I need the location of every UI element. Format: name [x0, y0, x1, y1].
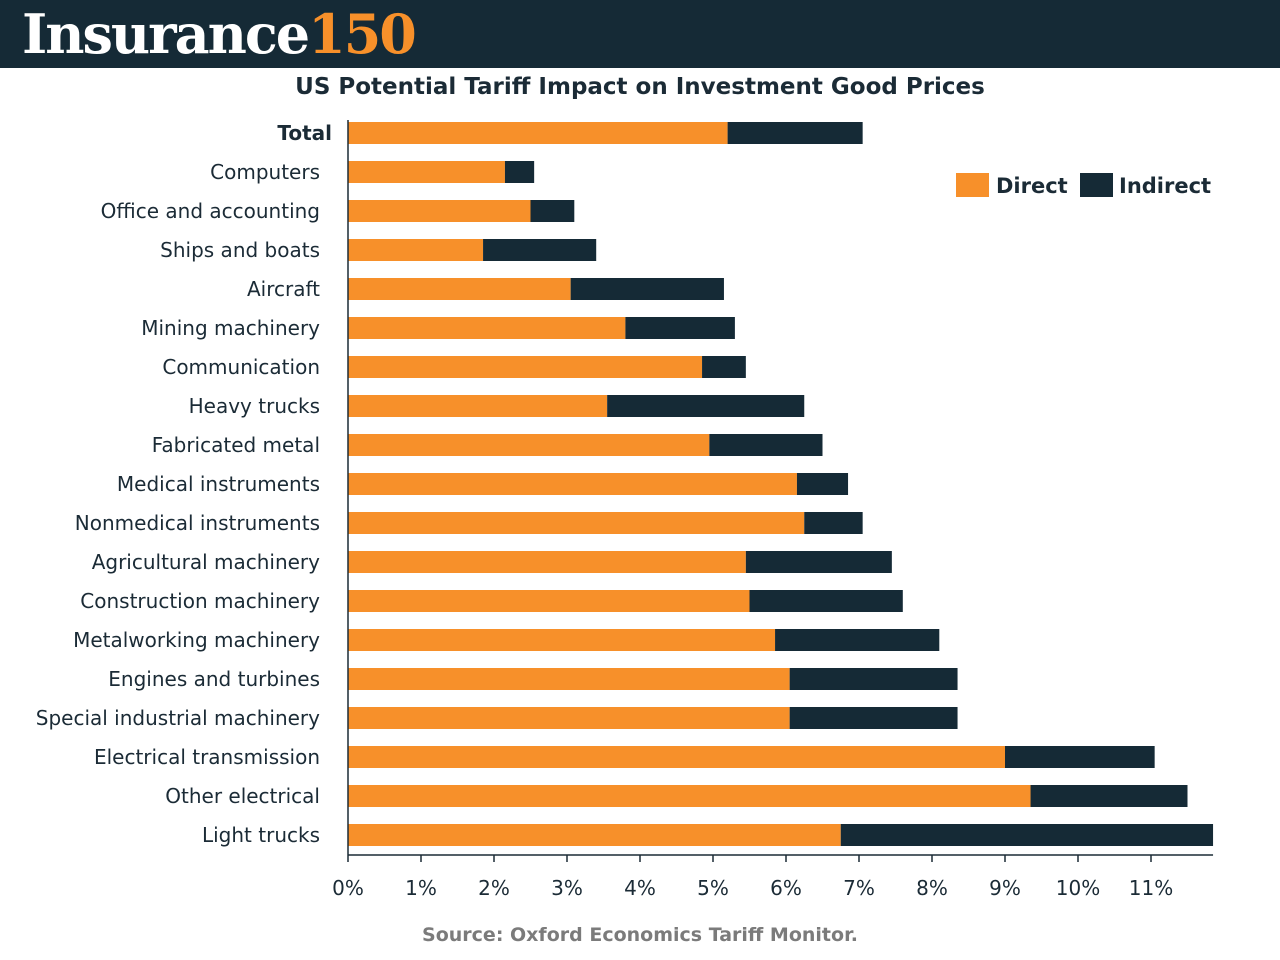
brand-number: 150: [308, 2, 417, 66]
bar-direct-computers: [348, 161, 505, 183]
x-tick-label: 6%: [770, 876, 802, 900]
bar-direct-agricultural-machinery: [348, 551, 746, 573]
bar-direct-special-industrial-machinery: [348, 707, 790, 729]
category-label: Heavy trucks: [189, 394, 320, 418]
bar-direct-medical-instruments: [348, 473, 797, 495]
category-label: Ships and boats: [160, 238, 320, 262]
bar-indirect-electrical-transmission: [1005, 746, 1155, 768]
category-label: Other electrical: [165, 784, 320, 808]
bar-indirect-light-trucks: [840, 824, 1214, 846]
category-label: Medical instruments: [117, 472, 320, 496]
x-tick-label: 10%: [1056, 876, 1100, 900]
category-label: Mining machinery: [141, 316, 320, 340]
x-tick-label: 1%: [405, 876, 437, 900]
category-label: Agricultural machinery: [92, 550, 320, 574]
bar-direct-light-trucks: [348, 824, 841, 846]
bar-direct-other-electrical: [348, 785, 1031, 807]
bar-direct-fabricated-metal: [348, 434, 710, 456]
bar-indirect-other-electrical: [1030, 785, 1188, 807]
category-label: Aircraft: [247, 277, 320, 301]
bar-indirect-construction-machinery: [749, 590, 903, 612]
bar-indirect-ships-and-boats: [483, 239, 597, 261]
x-tick-label: 5%: [697, 876, 729, 900]
brand-word: Insurance: [22, 2, 310, 66]
bar-indirect-total: [727, 122, 863, 144]
bar-direct-office-and-accounting: [348, 200, 531, 222]
legend-label-indirect: Indirect: [1119, 174, 1211, 198]
x-tick-label: 2%: [478, 876, 510, 900]
chart-title: US Potential Tariff Impact on Investment…: [295, 74, 985, 100]
bar-indirect-medical-instruments: [796, 473, 849, 495]
category-label: Special industrial machinery: [36, 706, 320, 730]
category-label: Communication: [162, 355, 320, 379]
legend-swatch-indirect: [1080, 173, 1113, 197]
bar-direct-nonmedical-instruments: [348, 512, 805, 534]
bar-indirect-engines-and-turbines: [789, 668, 958, 690]
bar-direct-construction-machinery: [348, 590, 750, 612]
bar-direct-total: [348, 122, 728, 144]
bar-indirect-fabricated-metal: [709, 434, 823, 456]
x-tick-label: 7%: [843, 876, 875, 900]
x-tick-label: 4%: [624, 876, 656, 900]
bar-direct-ships-and-boats: [348, 239, 484, 261]
bar-direct-mining-machinery: [348, 317, 626, 339]
header-bar: Insurance150: [0, 0, 1280, 68]
x-tick-label: 0%: [332, 876, 364, 900]
category-label: Fabricated metal: [152, 433, 320, 457]
bar-indirect-computers: [504, 161, 535, 183]
category-label: Construction machinery: [80, 589, 320, 613]
bar-indirect-communication: [702, 356, 746, 378]
category-label: Engines and turbines: [108, 667, 320, 691]
bar-direct-electrical-transmission: [348, 746, 1005, 768]
bar-direct-engines-and-turbines: [348, 668, 790, 690]
x-tick-label: 9%: [989, 876, 1021, 900]
bar-direct-aircraft: [348, 278, 571, 300]
bar-indirect-special-industrial-machinery: [789, 707, 958, 729]
category-label: Office and accounting: [101, 199, 320, 223]
category-label: Metalworking machinery: [73, 628, 320, 652]
bar-indirect-office-and-accounting: [530, 200, 575, 222]
x-tick-label: 11%: [1129, 876, 1173, 900]
category-label: Total: [277, 121, 332, 145]
bar-indirect-mining-machinery: [625, 317, 735, 339]
category-label: Electrical transmission: [94, 745, 320, 769]
bar-indirect-nonmedical-instruments: [804, 512, 863, 534]
source-note: Source: Oxford Economics Tariff Monitor.: [422, 924, 858, 946]
bar-indirect-heavy-trucks: [607, 395, 805, 417]
bar-indirect-agricultural-machinery: [745, 551, 892, 573]
bar-direct-heavy-trucks: [348, 395, 608, 417]
category-label: Nonmedical instruments: [75, 511, 320, 535]
x-tick-label: 3%: [551, 876, 583, 900]
bar-indirect-aircraft: [570, 278, 724, 300]
legend-swatch-direct: [956, 173, 989, 197]
brand-logo: Insurance150: [22, 1, 417, 67]
bar-indirect-metalworking-machinery: [775, 629, 940, 651]
category-label: Light trucks: [202, 823, 320, 847]
x-tick-label: 8%: [916, 876, 948, 900]
bar-direct-communication: [348, 356, 703, 378]
bar-direct-metalworking-machinery: [348, 629, 776, 651]
category-label: Computers: [210, 160, 320, 184]
legend-label-direct: Direct: [996, 174, 1068, 198]
